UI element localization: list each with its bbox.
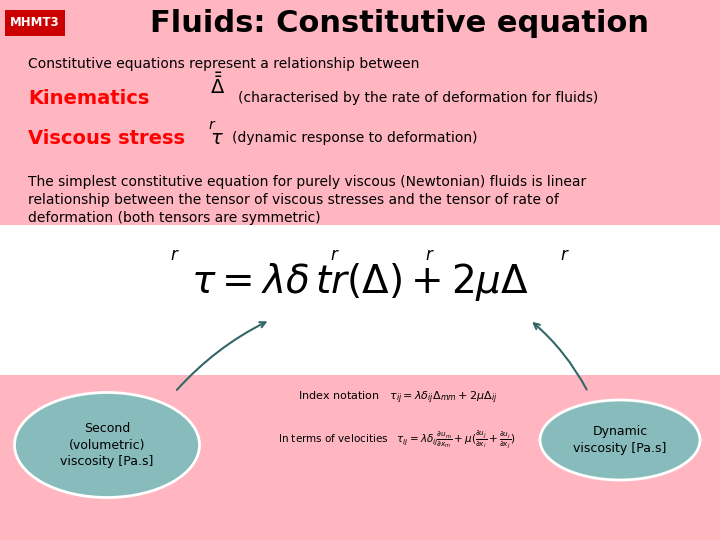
Text: $\tau$: $\tau$: [210, 129, 224, 147]
Text: (characterised by the rate of deformation for fluids): (characterised by the rate of deformatio…: [238, 91, 598, 105]
Text: Kinematics: Kinematics: [28, 89, 149, 107]
Text: Index notation   $\tau_{ij} = \lambda\delta_{ij}\Delta_{mm} + 2\mu\Delta_{ij}$: Index notation $\tau_{ij} = \lambda\delt…: [298, 390, 498, 406]
Ellipse shape: [14, 393, 199, 497]
Text: $r$: $r$: [560, 246, 570, 264]
Bar: [0, 375, 720, 540]
Text: (dynamic response to deformation): (dynamic response to deformation): [232, 131, 477, 145]
Text: Fluids: Constitutive equation: Fluids: Constitutive equation: [150, 9, 649, 37]
Text: In terms of velocities   $\tau_{ij} = \lambda\delta_{ij}\frac{\partial u_m}{\par: In terms of velocities $\tau_{ij} = \lam…: [278, 429, 516, 451]
Text: Viscous stress: Viscous stress: [28, 129, 185, 147]
Text: The simplest constitutive equation for purely viscous (Newtonian) fluids is line: The simplest constitutive equation for p…: [28, 175, 586, 189]
Text: deformation (both tensors are symmetric): deformation (both tensors are symmetric): [28, 211, 320, 225]
Text: $r$: $r$: [425, 246, 435, 264]
Text: $r$: $r$: [208, 118, 217, 132]
Text: Second
(volumetric)
viscosity [Pa.s]: Second (volumetric) viscosity [Pa.s]: [60, 422, 153, 469]
Text: $r$: $r$: [170, 246, 180, 264]
Text: $r$: $r$: [330, 246, 340, 264]
Ellipse shape: [540, 400, 700, 480]
Bar: [0, 225, 720, 375]
Text: Dynamic
viscosity [Pa.s]: Dynamic viscosity [Pa.s]: [573, 425, 667, 455]
Text: $\tau = \lambda\delta\,tr(\Delta) + 2\mu\Delta$: $\tau = \lambda\delta\,tr(\Delta) + 2\mu…: [191, 261, 529, 303]
Bar: [5, 10, 65, 36]
Text: MHMT3: MHMT3: [10, 17, 60, 30]
Text: relationship between the tensor of viscous stresses and the tensor of rate of: relationship between the tensor of visco…: [28, 193, 559, 207]
Text: $\bar{\bar{\Delta}}$: $\bar{\bar{\Delta}}$: [210, 72, 225, 98]
Text: Constitutive equations represent a relationship between: Constitutive equations represent a relat…: [28, 57, 419, 71]
